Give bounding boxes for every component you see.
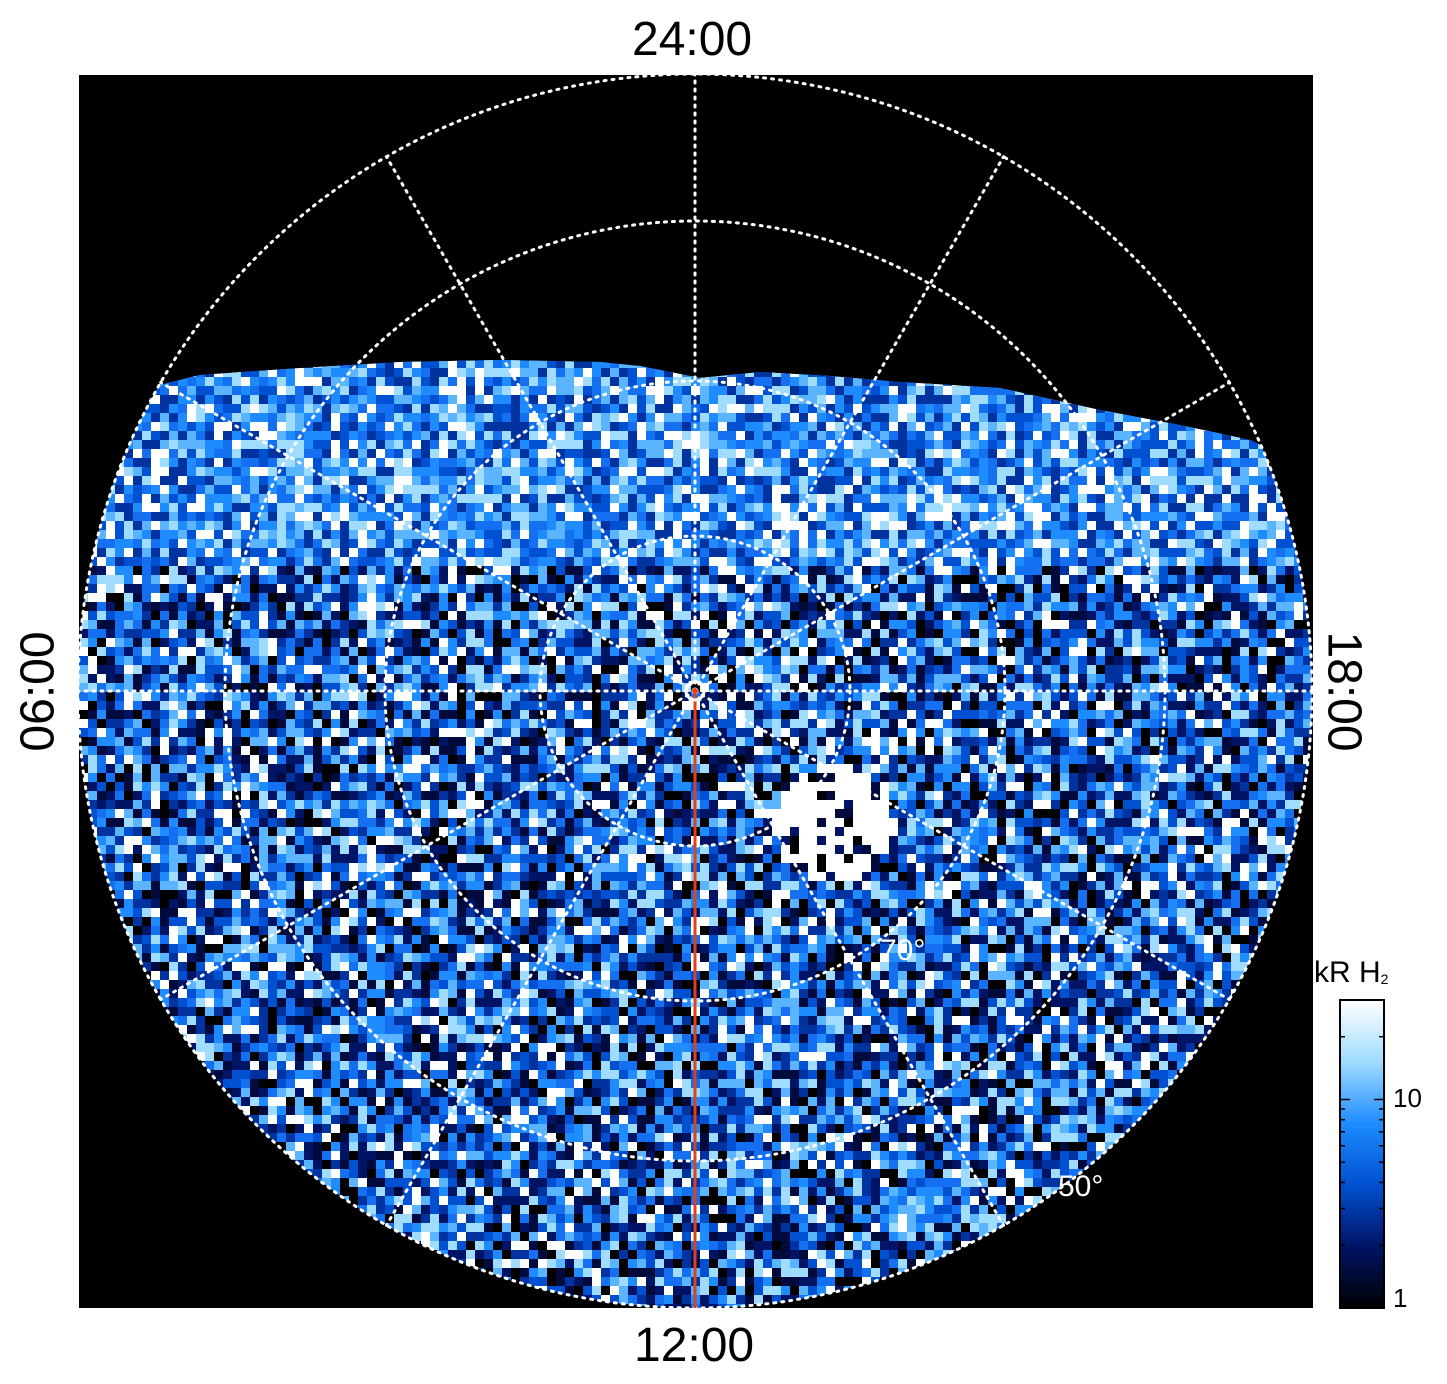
colorbar-tick-label-1: 1 xyxy=(1393,1283,1408,1313)
pole-marker-icon xyxy=(684,680,706,702)
pole-dot-icon xyxy=(692,688,698,694)
colorbar-title-text: kR H xyxy=(1314,956,1381,989)
meridian-line xyxy=(159,689,697,1001)
meridian-line xyxy=(693,381,1231,693)
colorbar xyxy=(1339,999,1385,1309)
meridian-line xyxy=(693,689,1005,1227)
hour-label-top: 24:00 xyxy=(632,13,753,66)
meridian-line xyxy=(159,381,697,693)
colorbar-tick-label-10: 10 xyxy=(1393,1083,1422,1113)
latitude-label-50: 50° xyxy=(1058,1170,1103,1203)
colorbar-gradient xyxy=(1339,999,1385,1309)
colorbar-ticks xyxy=(1340,999,1384,1309)
meridian-line xyxy=(385,155,697,693)
hour-label-bottom: 12:00 xyxy=(634,1319,755,1372)
meridian-line xyxy=(385,689,697,1227)
latitude-label-70: 70° xyxy=(880,934,925,967)
meridian-line xyxy=(693,155,1005,693)
colorbar-title: kR H2 xyxy=(1314,956,1388,990)
colorbar-title-subscript: 2 xyxy=(1380,971,1389,987)
meridian-line xyxy=(693,689,1231,1001)
